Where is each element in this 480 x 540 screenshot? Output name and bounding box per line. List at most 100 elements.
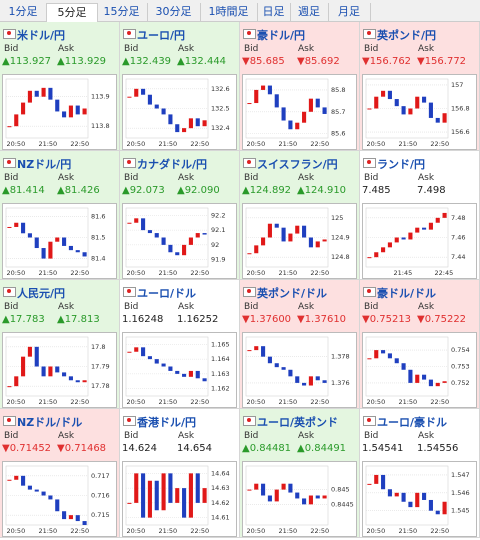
x-tick-label: 21:50 bbox=[398, 140, 417, 148]
mini-chart[interactable]: 85.8 85.7 85.6 20:50 21:50 22:50 bbox=[242, 74, 357, 150]
ask-value: ▲124.910 bbox=[297, 185, 347, 196]
candle bbox=[154, 233, 159, 238]
bid-value: ▼0.75213 bbox=[362, 314, 412, 325]
candle bbox=[48, 87, 53, 100]
tab[interactable]: 1分足 bbox=[0, 3, 47, 21]
pair-title[interactable]: 豪ドル/ドル bbox=[377, 287, 437, 300]
candle bbox=[195, 233, 200, 238]
ask-value: ▲113.929 bbox=[57, 56, 107, 67]
pair-title[interactable]: 英ポンド/ドル bbox=[257, 287, 328, 300]
pair-title[interactable]: 英ポンド/円 bbox=[377, 29, 437, 42]
bid-value: 14.624 bbox=[122, 443, 157, 454]
candle bbox=[7, 479, 12, 481]
candle bbox=[254, 483, 259, 490]
pair-title[interactable]: ユーロ/ドル bbox=[137, 287, 197, 300]
pair-title[interactable]: ユーロ/英ポンド bbox=[257, 416, 339, 429]
plot-area bbox=[245, 78, 329, 139]
candle bbox=[374, 96, 379, 109]
pair-title[interactable]: ユーロ/円 bbox=[137, 29, 186, 42]
tab[interactable]: 15分足 bbox=[96, 3, 148, 21]
y-tick-label: 125 bbox=[331, 214, 343, 222]
pair-title[interactable]: NZドル/ドル bbox=[17, 416, 83, 429]
y-tick-label: 1.547 bbox=[451, 471, 470, 479]
pair-title[interactable]: 豪ドル/円 bbox=[257, 29, 306, 42]
tab[interactable]: 5分足 bbox=[46, 3, 98, 22]
pair-title[interactable]: ランド/円 bbox=[377, 158, 426, 171]
bid-value: ▼0.71452 bbox=[2, 443, 52, 454]
bid-label: Bid bbox=[4, 431, 19, 441]
x-tick-label: 22:45 bbox=[435, 269, 454, 277]
candle bbox=[295, 122, 300, 130]
tab[interactable]: 1時間足 bbox=[200, 3, 258, 21]
tab[interactable]: 週足 bbox=[290, 3, 329, 21]
mini-chart[interactable]: 7.48 7.46 7.44 21:45 22:45 bbox=[362, 203, 477, 279]
mini-chart[interactable]: 1.547 1.546 1.545 20:50 21:50 22:50 bbox=[362, 461, 477, 537]
candle bbox=[168, 473, 173, 503]
candle bbox=[161, 363, 166, 367]
y-tick-label: 157 bbox=[451, 81, 463, 89]
candle bbox=[161, 473, 166, 511]
mini-chart[interactable]: 157 156.8 156.6 20:50 21:50 22:50 bbox=[362, 74, 477, 150]
rate-cell: ユーロ/ドル Bid Ask 1.16248 1.16252 1.165 1.164 1.16… bbox=[120, 280, 240, 409]
candle bbox=[247, 253, 252, 255]
candle bbox=[202, 233, 207, 235]
candle bbox=[381, 350, 386, 354]
mini-chart[interactable]: 0.717 0.716 0.715 20:50 21:50 22:50 bbox=[2, 461, 117, 537]
pair-title[interactable]: 人民元/円 bbox=[17, 287, 66, 300]
candle bbox=[308, 237, 313, 248]
candle bbox=[202, 120, 207, 127]
mini-chart[interactable]: 17.8 17.79 17.78 20:50 21:50 22:50 bbox=[2, 332, 117, 408]
rate-cell: ユーロ/英ポンド Bid Ask ▲0.84481 ▲0.84491 0.845 0.844… bbox=[240, 409, 360, 538]
candle bbox=[182, 128, 187, 133]
candle bbox=[68, 515, 73, 520]
mini-chart[interactable]: 113.9 113.8 20:50 21:50 22:50 bbox=[2, 74, 117, 150]
pair-title[interactable]: スイスフラン/円 bbox=[257, 158, 338, 171]
ask-value: ▲17.813 bbox=[57, 314, 100, 325]
candle bbox=[401, 363, 406, 370]
mini-chart[interactable]: 92.2 92.1 92 91.9 20:50 21:50 22:50 bbox=[122, 203, 237, 279]
pair-title[interactable]: ユーロ/豪ドル bbox=[377, 416, 448, 429]
y-tick-label: 1.164 bbox=[211, 355, 230, 363]
tab[interactable]: 日足 bbox=[257, 3, 291, 21]
chart-frame bbox=[2, 203, 117, 279]
candle bbox=[288, 369, 293, 377]
mini-chart[interactable]: 1.378 1.376 20:50 21:50 22:50 bbox=[242, 332, 357, 408]
pair-title[interactable]: 香港ドル/円 bbox=[137, 416, 197, 429]
flag-icon bbox=[3, 29, 16, 39]
tab[interactable]: 30分足 bbox=[147, 3, 201, 21]
mini-chart[interactable]: 0.845 0.8445 20:50 21:50 22:50 bbox=[242, 461, 357, 537]
mini-chart[interactable]: 14.64 14.63 14.62 14.61 20:50 21:50 22:50 bbox=[122, 461, 237, 537]
mini-chart[interactable]: 125 124.9 124.8 20:50 21:50 22:50 bbox=[242, 203, 357, 279]
ask-label: Ask bbox=[418, 302, 435, 312]
candle bbox=[34, 237, 39, 249]
candle bbox=[315, 241, 320, 248]
y-tick-label: 1.545 bbox=[451, 507, 470, 515]
y-tick-label: 0.717 bbox=[91, 472, 110, 480]
candle bbox=[428, 222, 433, 230]
candle bbox=[175, 124, 180, 133]
mini-chart[interactable]: 81.6 81.5 81.4 20:50 21:50 22:50 bbox=[2, 203, 117, 279]
pair-title[interactable]: 米ドル/円 bbox=[17, 29, 66, 42]
flag-dot bbox=[127, 418, 131, 422]
y-tick-label: 124.9 bbox=[331, 234, 350, 242]
mini-chart[interactable]: 1.165 1.164 1.163 1.162 20:50 21:50 22:50 bbox=[122, 332, 237, 408]
mini-chart[interactable]: 132.6 132.5 132.4 20:50 21:50 22:50 bbox=[122, 74, 237, 150]
bid-value: ▲0.84481 bbox=[242, 443, 292, 454]
y-tick-label: 17.8 bbox=[91, 343, 105, 351]
rate-cell: 豪ドル/円 Bid Ask ▼85.685 ▼85.692 85.8 85.7 85.6 20:… bbox=[240, 22, 360, 151]
rate-cell: NZドル/ドル Bid Ask ▼0.71452 ▼0.71468 0.717 0.716 0… bbox=[0, 409, 120, 538]
mini-chart[interactable]: 0.754 0.753 0.752 20:50 21:50 22:50 bbox=[362, 332, 477, 408]
candle bbox=[147, 94, 152, 105]
candle bbox=[428, 499, 433, 511]
candle bbox=[41, 87, 46, 97]
candle bbox=[168, 244, 173, 253]
candle bbox=[295, 225, 300, 234]
pair-title[interactable]: カナダドル/円 bbox=[137, 158, 208, 171]
flag-dot bbox=[367, 289, 371, 293]
pair-title[interactable]: NZドル/円 bbox=[17, 158, 72, 171]
candle bbox=[48, 495, 53, 500]
y-tick-label: 124.8 bbox=[331, 253, 350, 261]
tab[interactable]: 月足 bbox=[328, 3, 371, 21]
ask-value: 7.498 bbox=[417, 185, 446, 196]
